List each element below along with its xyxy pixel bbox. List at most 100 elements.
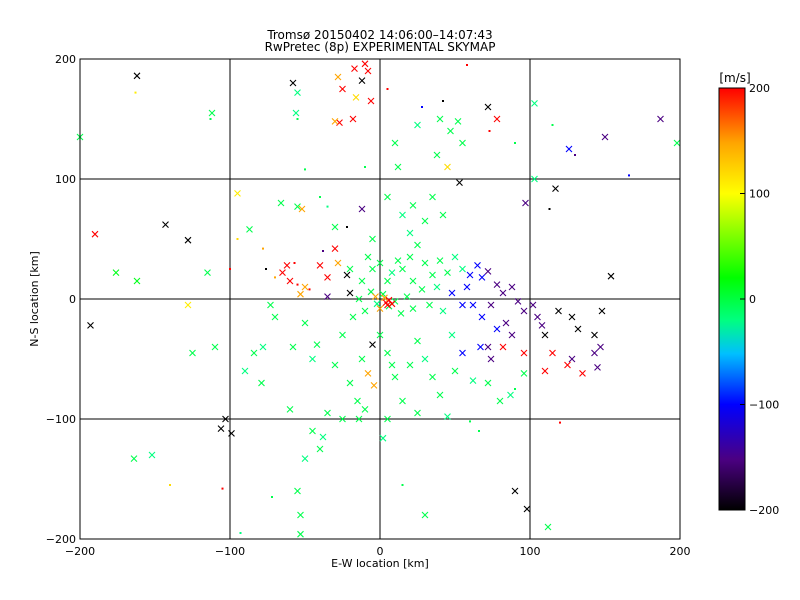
data-point-x (439, 307, 447, 315)
data-point-x (324, 274, 331, 281)
data-point-x (508, 331, 516, 339)
y-tick-label: −200 (46, 533, 76, 546)
data-point-dot (239, 532, 242, 534)
data-point-x (469, 301, 477, 309)
data-point-x (499, 289, 507, 297)
x-axis-label: E-W location [km] (331, 557, 429, 570)
data-point-x (373, 300, 381, 308)
data-point-dot (478, 430, 480, 432)
data-point-x (529, 301, 537, 309)
data-point-dot (628, 174, 630, 177)
x-tick-label: 200 (670, 545, 691, 558)
data-point-x (531, 100, 538, 107)
data-point-x (591, 349, 598, 357)
data-point-x (346, 265, 354, 273)
data-point-x (487, 355, 495, 363)
data-point-x (541, 367, 549, 375)
data-point-x (399, 265, 406, 273)
data-point-x (283, 262, 291, 269)
data-point-x (279, 269, 286, 276)
data-point-x (403, 293, 411, 300)
colorbar-tick-label: 0 (749, 293, 756, 306)
data-point-dot (326, 205, 329, 208)
data-point-x (466, 271, 474, 279)
data-point-x (454, 118, 462, 125)
data-point-x (448, 331, 456, 339)
data-point-x (444, 269, 451, 276)
data-point-dot (364, 166, 366, 168)
data-point-x (346, 379, 354, 387)
data-point-x (391, 139, 399, 147)
data-point-x (336, 119, 343, 126)
data-point-x (421, 511, 429, 519)
data-point-x (444, 163, 451, 171)
data-point-x (459, 139, 466, 147)
data-point-x (381, 294, 388, 302)
data-point-x (354, 397, 361, 405)
data-point-x (478, 313, 486, 321)
data-point-dot (421, 106, 423, 108)
colorbar-tick-label: −200 (749, 504, 779, 517)
data-point-dot (466, 64, 468, 66)
data-point-dot (296, 283, 299, 286)
data-point-x (439, 211, 447, 219)
colorbar-tick-label: −100 (749, 399, 779, 412)
data-point-x (297, 530, 304, 538)
data-point-x (130, 455, 138, 462)
data-point-dot (296, 118, 299, 120)
data-point-x (361, 307, 369, 315)
data-point-x (228, 430, 235, 437)
data-point-x (406, 361, 414, 369)
data-point-x (87, 322, 94, 329)
data-point-x (451, 253, 459, 261)
data-point-x (301, 455, 309, 462)
data-point-x (384, 277, 391, 285)
data-point-x (189, 349, 196, 357)
chart-title: Tromsø 20150402 14:06:00–14:07:43 (266, 28, 492, 42)
data-point-x (271, 313, 279, 321)
data-point-x (324, 409, 331, 417)
data-point-x (358, 277, 366, 285)
grid-lines (80, 59, 680, 539)
data-point-x (331, 223, 339, 231)
data-point-x (309, 355, 316, 363)
data-point-x (148, 451, 156, 459)
data-point-x (361, 406, 369, 413)
data-point-x (301, 319, 309, 327)
data-point-x (388, 361, 396, 369)
data-point-x (568, 313, 576, 321)
data-point-dot (442, 100, 444, 102)
y-tick-label: −100 (46, 413, 76, 426)
data-point-x (484, 343, 492, 351)
data-point-x (409, 202, 417, 209)
data-point-x (459, 301, 466, 309)
data-point-x (364, 370, 372, 377)
data-point-x (414, 241, 421, 249)
data-point-x (544, 523, 552, 531)
data-point-dot (304, 168, 306, 171)
data-point-dot (236, 238, 239, 240)
data-point-x (598, 307, 606, 315)
data-point-dot (551, 124, 554, 126)
data-point-x (414, 337, 421, 345)
data-point-x (277, 199, 285, 207)
colorbar-gradient (718, 87, 746, 511)
data-point-x (292, 109, 300, 117)
data-point-x (447, 127, 454, 135)
data-point-x (289, 79, 297, 87)
data-point-x (520, 307, 528, 315)
colorbar-tick-label: 200 (749, 82, 770, 95)
data-point-x (493, 325, 501, 333)
data-point-dot (401, 484, 404, 486)
data-point-x (520, 370, 528, 377)
data-point-x (343, 271, 351, 279)
data-point-x (565, 145, 573, 153)
data-point-x (522, 199, 529, 207)
data-point-x (267, 301, 274, 309)
data-point-x (379, 434, 387, 442)
data-point-dot (169, 484, 171, 486)
data-point-x (133, 277, 141, 285)
data-point-x (289, 343, 297, 351)
data-point-x (324, 293, 331, 300)
data-point-x (351, 65, 358, 72)
